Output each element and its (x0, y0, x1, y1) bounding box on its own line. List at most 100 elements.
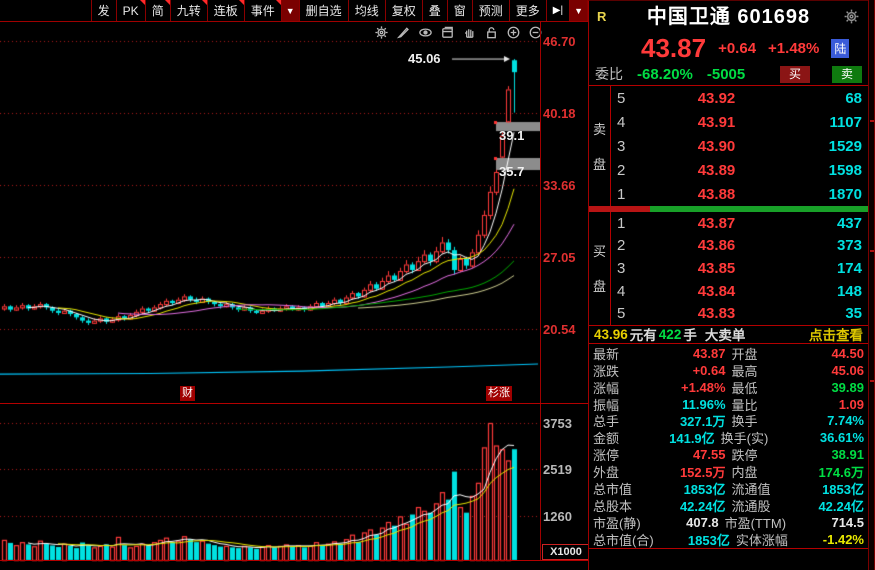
menu-yuce[interactable]: 预测 (471, 0, 509, 21)
gear-icon[interactable] (373, 24, 389, 40)
buy-row-3[interactable]: 3 43.85 174 (612, 257, 868, 280)
price-tick-33.66: 33.66 (543, 177, 576, 193)
order-price: 43.88 (697, 185, 736, 203)
menu-del-zixuan[interactable]: 删自选 (298, 0, 348, 21)
event-marker-杉涨[interactable]: 杉涨 (486, 386, 512, 401)
stat-value: 1853亿 (683, 482, 726, 498)
stat-value: 7.74% (827, 413, 864, 429)
view-details-link[interactable]: 点击查看 (809, 328, 863, 344)
buy-row-4[interactable]: 4 43.84 148 (612, 280, 868, 303)
lock-icon[interactable] (483, 24, 499, 40)
big-order-alert: 43.96 元有 422 手 大卖单 点击查看 (589, 324, 868, 344)
stat-label: 跌停 (731, 448, 758, 464)
eye-icon[interactable] (417, 24, 433, 40)
candlestick-chart[interactable] (0, 22, 540, 562)
buy-orders-section: 买盘 1 43.87 437 2 43.86 373 3 43.85 174 4 43.84 148 5… (589, 212, 868, 325)
ratio-red-segment (589, 206, 651, 212)
menu-shijian-dropdown[interactable]: ▼ (280, 0, 299, 21)
stat-label: 流通股 (731, 498, 771, 514)
menu-jiuzhuan[interactable]: 九转 (169, 0, 207, 21)
level: 2 (617, 161, 626, 179)
top-toolbar: 发 PK 简九转 连板 事件 ▼ 删自选 均线 复权叠窗预测 更多 ▶| ▼ (0, 0, 588, 22)
menu-lianban[interactable]: 连板 (206, 0, 244, 21)
window-icon[interactable] (439, 24, 455, 40)
order-price: 43.87 (697, 214, 736, 232)
stat-value: 141.9亿 (669, 431, 715, 447)
buy-row-2[interactable]: 2 43.86 373 (612, 235, 868, 258)
order-volume: 68 (845, 89, 862, 107)
stat-label: 涨跌 (593, 363, 620, 379)
stat-label: 涨停 (593, 448, 620, 464)
menu-gengduo[interactable]: 更多 (508, 0, 546, 21)
stat-label: 换手 (731, 414, 758, 430)
order-volume: 437 (836, 214, 862, 232)
sell-row-1[interactable]: 1 43.88 1870 (612, 182, 868, 206)
toolbar-dropdown[interactable]: ▼ (569, 0, 588, 21)
order-volume: 1870 (828, 185, 862, 203)
stat-label: 开盘 (731, 346, 758, 362)
zoom-in-icon[interactable] (505, 24, 521, 40)
buy-label-char: 买 (592, 244, 606, 260)
sell-row-2[interactable]: 2 43.89 1598 (612, 158, 868, 182)
right-edge-splitter[interactable] (868, 0, 875, 570)
stats-row: 外盘 152.5万 内盘 174.6万 (593, 463, 864, 480)
big-order-count: 422 (658, 326, 682, 342)
settings-gear-icon[interactable] (843, 8, 860, 30)
buy-row-5[interactable]: 5 43.83 35 (612, 302, 868, 325)
stat-value: 407.8 (686, 514, 719, 530)
sell-row-3[interactable]: 3 43.90 1529 (612, 134, 868, 158)
stat-value: 714.5 (831, 514, 865, 530)
menu-junxian[interactable]: 均线 (347, 0, 385, 21)
r-marker: R (597, 9, 607, 24)
stat-value: 36.61% (819, 430, 864, 446)
level: 2 (617, 237, 626, 255)
level: 1 (617, 214, 626, 232)
big-order-text1: 元有 (629, 328, 657, 344)
gap-label-upper: 39.1 (499, 128, 525, 143)
menu-shijian[interactable]: 事件 (243, 0, 281, 21)
event-marker-财[interactable]: 财 (180, 386, 195, 401)
quote-header: R 中国卫通 601698 (589, 1, 868, 33)
buy-button[interactable]: 买 (780, 65, 810, 83)
level: 5 (617, 89, 626, 107)
collapse-panel-icon[interactable]: ▶| (545, 0, 569, 21)
stats-row: 总股本 42.24亿 流通股 42.24亿 (593, 497, 864, 514)
big-order-text2: 手 (683, 328, 697, 344)
pen-icon[interactable] (395, 24, 411, 40)
price-change: +0.64 (718, 39, 757, 57)
level: 3 (617, 137, 626, 155)
stat-value: 43.87 (692, 345, 726, 361)
stats-row: 总手 327.1万 换手 7.74% (593, 413, 864, 430)
new-feature-flag (201, 0, 207, 5)
menu-fuquan[interactable]: 复权 (384, 0, 422, 21)
high-price-annotation: 45.06 (408, 51, 441, 67)
buy-row-1[interactable]: 1 43.87 437 (612, 212, 868, 235)
stat-value: 327.1万 (679, 414, 726, 430)
volume-tick-1260: 1260 (543, 509, 572, 525)
sell-side-label: 卖盘 (589, 86, 611, 206)
order-volume: 148 (836, 282, 862, 300)
stats-row: 涨跌 +0.64 最高 45.06 (593, 362, 864, 379)
menu-pk[interactable]: PK (115, 0, 145, 21)
sell-row-4[interactable]: 4 43.91 1107 (612, 110, 868, 134)
stat-value: -1.42% (822, 531, 864, 547)
stat-label: 金额 (593, 431, 620, 447)
hand-icon[interactable] (461, 24, 477, 40)
panel-divider[interactable] (0, 403, 588, 404)
volume-tick-2519: 2519 (543, 462, 572, 478)
menu-die[interactable]: 叠 (421, 0, 447, 21)
sell-label-char: 卖 (592, 122, 606, 137)
level: 4 (617, 113, 626, 131)
menu-jian[interactable]: 简 (144, 0, 170, 21)
level: 3 (617, 259, 626, 277)
order-price: 43.84 (697, 282, 736, 300)
stat-label: 总股本 (593, 498, 633, 514)
menu-fa[interactable]: 发 (90, 0, 116, 21)
price-axis-line (540, 22, 541, 561)
sell-row-5[interactable]: 5 43.92 68 (612, 86, 868, 110)
stat-label: 最新 (593, 346, 620, 362)
menu-chuang[interactable]: 窗 (446, 0, 472, 21)
order-price: 43.92 (697, 89, 736, 107)
sell-button[interactable]: 卖 (832, 65, 862, 83)
stat-value: 174.6万 (818, 465, 864, 481)
